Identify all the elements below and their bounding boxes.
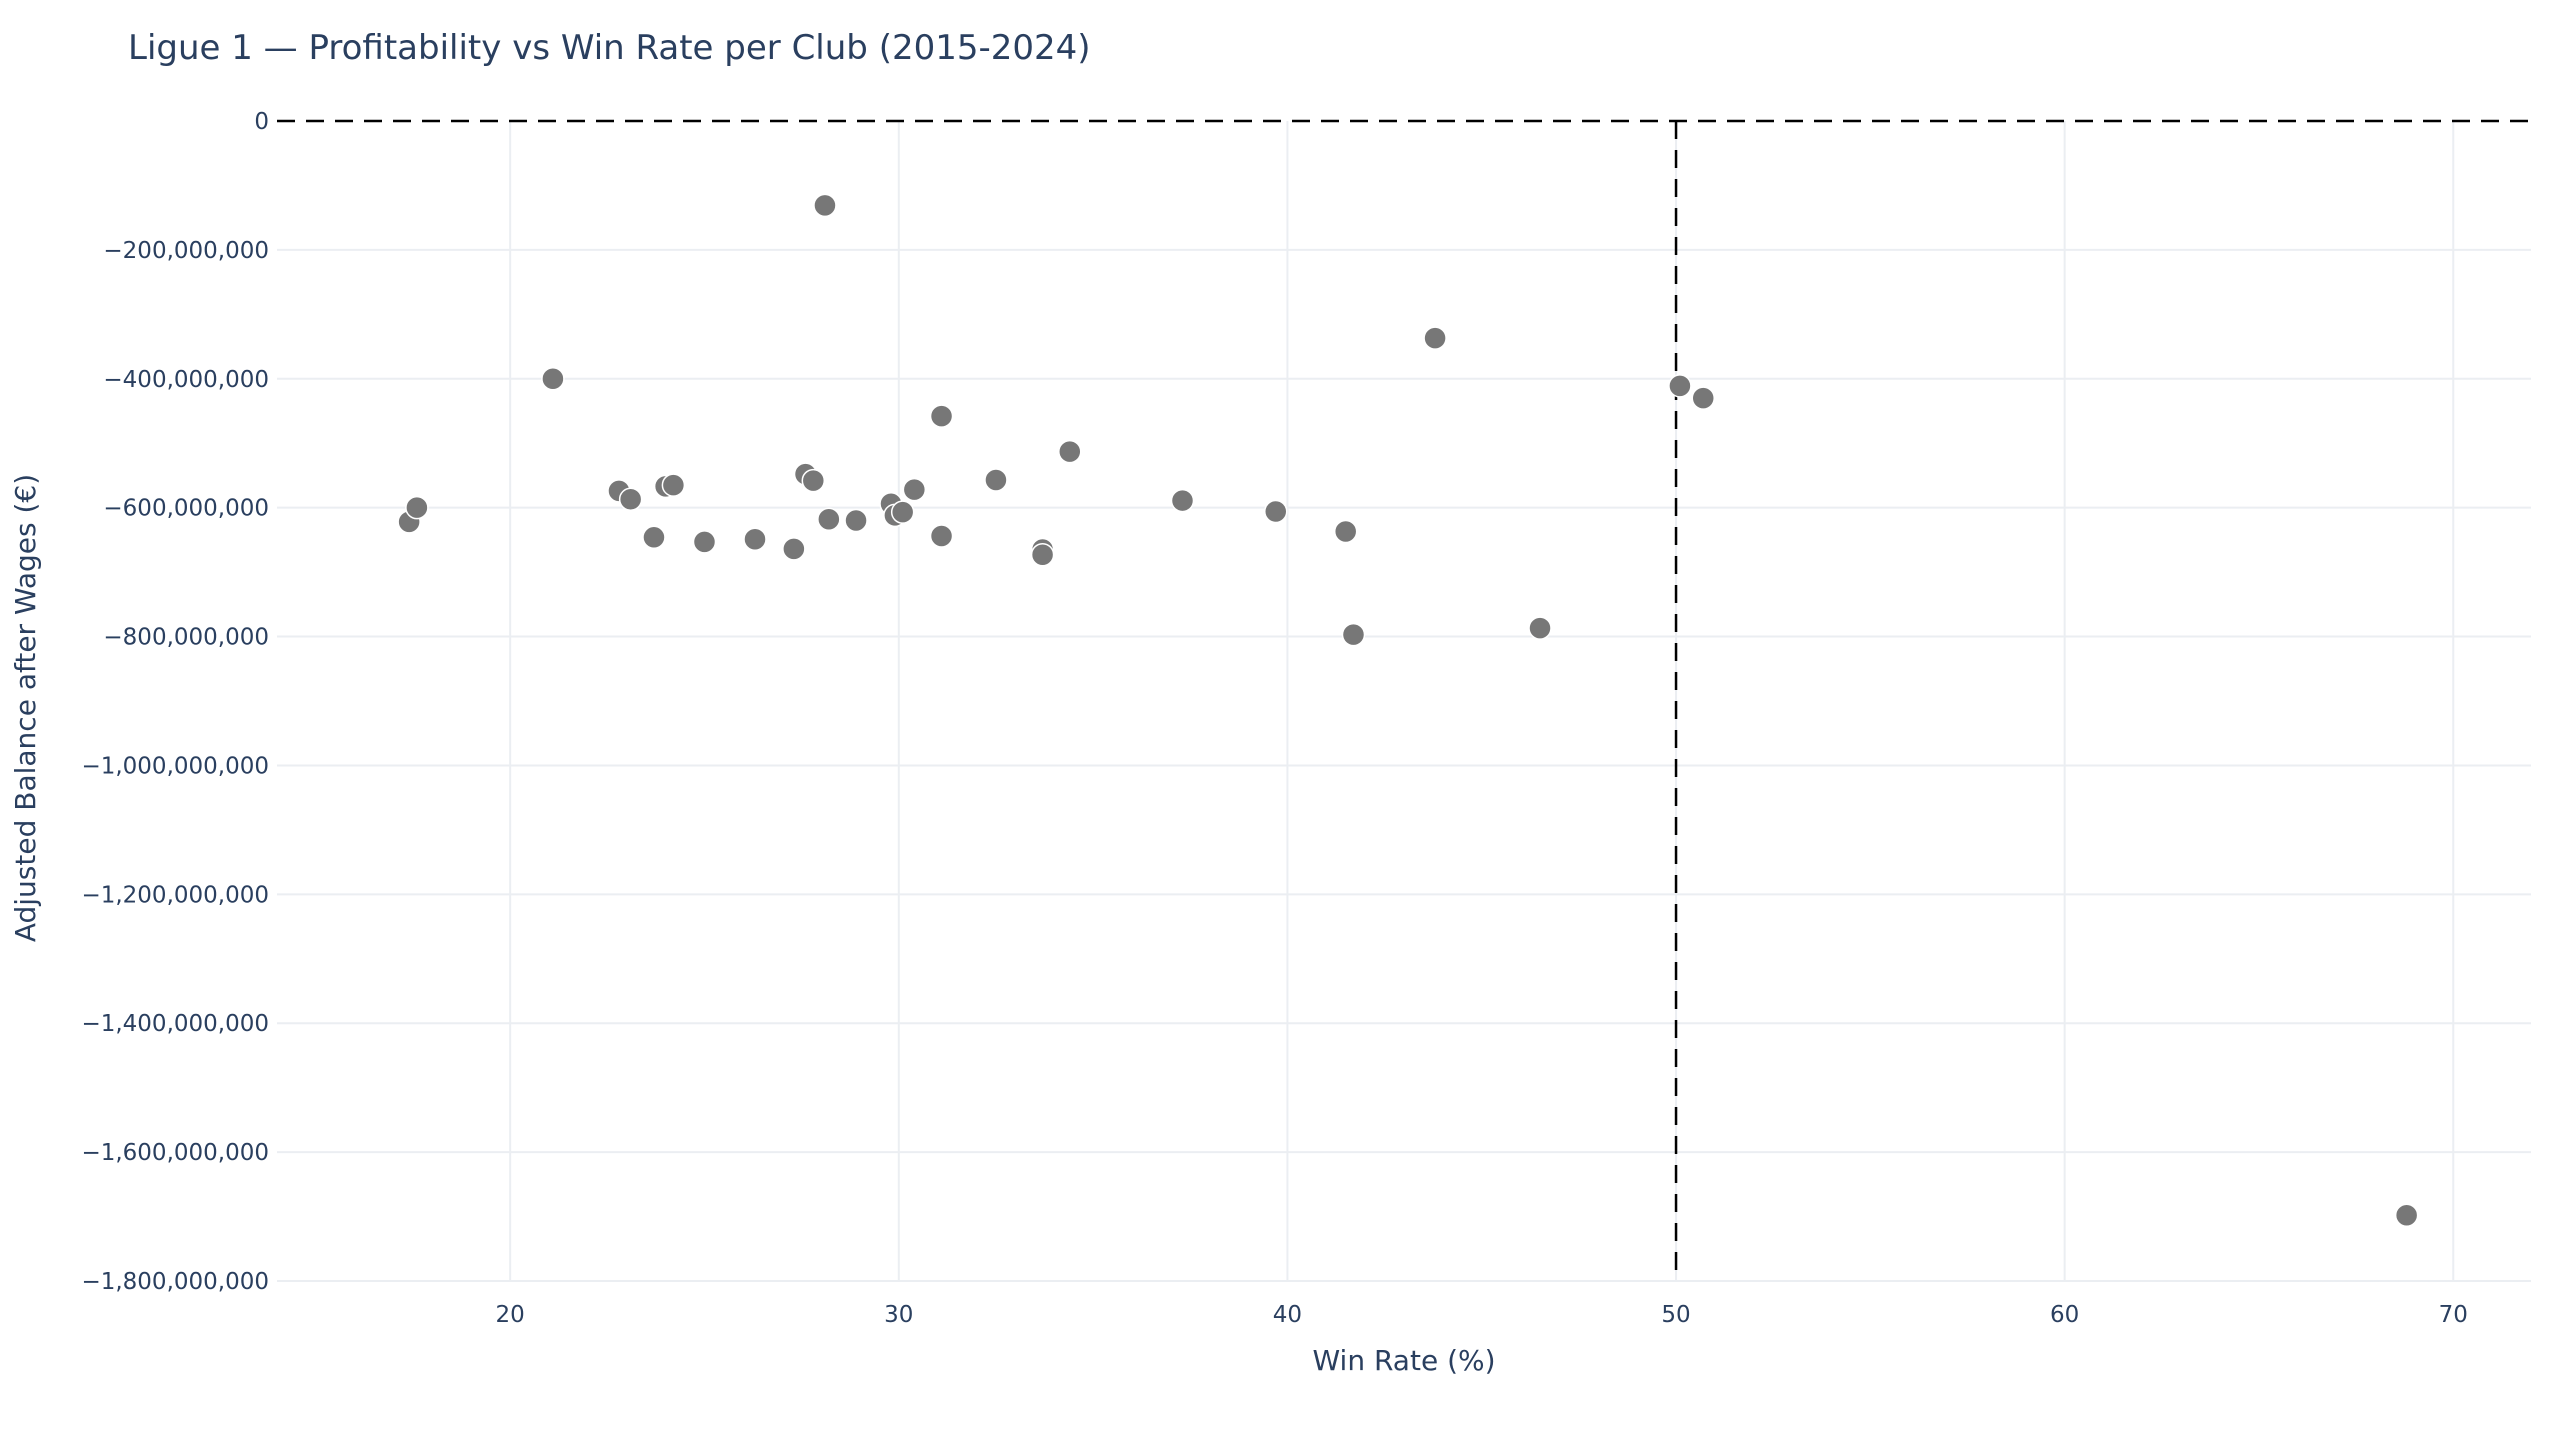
y-tick-label: −800,000,000	[103, 625, 269, 651]
data-point[interactable]	[1691, 386, 1715, 410]
data-point[interactable]	[692, 530, 717, 554]
data-point[interactable]	[541, 367, 565, 391]
data-point[interactable]	[642, 525, 666, 550]
y-tick-label: −200,000,000	[103, 238, 269, 264]
data-point[interactable]	[890, 500, 915, 524]
data-point[interactable]	[1528, 616, 1552, 640]
x-tick-label: 70	[2439, 1302, 2468, 1328]
data-point[interactable]	[1423, 326, 1447, 350]
data-point[interactable]	[1264, 499, 1288, 524]
y-axis-ticks: 0 −200,000,000 −400,000,000 −600,000,000 −80…	[81, 109, 269, 1295]
x-tick-label: 60	[2050, 1302, 2079, 1328]
x-tick-label: 50	[1661, 1302, 1690, 1328]
data-point[interactable]	[405, 495, 429, 520]
data-point[interactable]	[782, 537, 806, 561]
x-axis-ticks: 20 30 40 50 60 70	[496, 1302, 2468, 1328]
data-points	[397, 193, 2419, 1228]
y-tick-label: −1,600,000,000	[81, 1140, 269, 1166]
data-point[interactable]	[2394, 1203, 2419, 1228]
reference-lines	[277, 119, 2531, 1281]
data-point[interactable]	[813, 193, 837, 218]
data-point[interactable]	[902, 477, 927, 502]
x-tick-label: 40	[1273, 1302, 1302, 1328]
y-tick-label: −1,800,000,000	[81, 1269, 269, 1295]
y-tick-label: −1,400,000,000	[81, 1011, 269, 1037]
x-tick-label: 30	[884, 1302, 913, 1328]
data-point[interactable]	[929, 524, 954, 548]
data-point[interactable]	[618, 487, 643, 512]
data-point[interactable]	[844, 508, 868, 533]
data-point[interactable]	[661, 473, 686, 497]
data-point[interactable]	[1341, 622, 1366, 647]
x-axis-title: Win Rate (%)	[1312, 1344, 1495, 1377]
y-axis-title: Adjusted Balance after Wages (€)	[9, 474, 42, 942]
y-tick-label: 0	[254, 109, 269, 135]
y-tick-label: −400,000,000	[103, 367, 269, 393]
chart-title: Ligue 1 — Profitability vs Win Rate per …	[128, 28, 1091, 68]
data-point[interactable]	[743, 527, 767, 551]
y-tick-label: −1,200,000,000	[81, 882, 269, 908]
data-point[interactable]	[801, 468, 826, 493]
x-tick-label: 20	[496, 1302, 525, 1328]
data-point[interactable]	[984, 468, 1008, 492]
data-point[interactable]	[1058, 439, 1082, 464]
data-point[interactable]	[1030, 542, 1055, 567]
data-point[interactable]	[817, 507, 841, 532]
data-point[interactable]	[1668, 374, 1692, 398]
data-point[interactable]	[1170, 488, 1195, 513]
data-point[interactable]	[1333, 519, 1358, 544]
y-tick-label: −1,000,000,000	[81, 753, 269, 779]
grid-layer	[277, 121, 2531, 1282]
y-tick-label: −600,000,000	[103, 496, 269, 522]
data-point[interactable]	[929, 404, 954, 428]
